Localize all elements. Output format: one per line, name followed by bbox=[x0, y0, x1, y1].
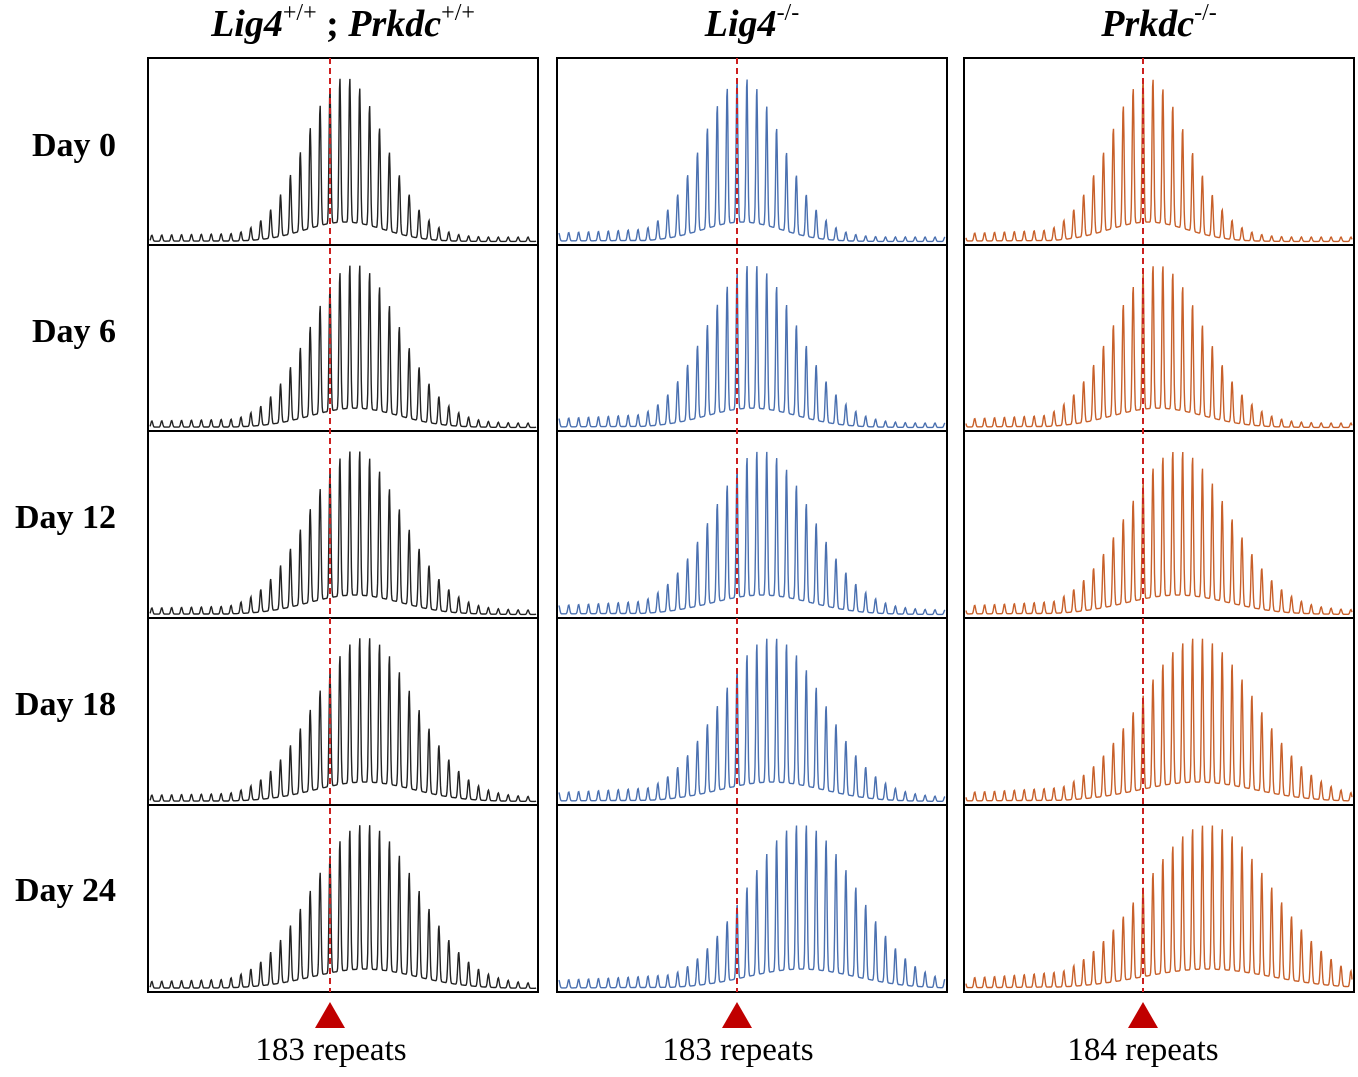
trace-1-3 bbox=[558, 638, 946, 802]
trace-0-0 bbox=[149, 78, 537, 243]
reference-label-wildtype: 183 repeats bbox=[255, 1032, 407, 1068]
panel-frame-1-4 bbox=[556, 804, 948, 993]
trace-2-1 bbox=[965, 266, 1353, 429]
column-title-separator: ; bbox=[316, 3, 349, 45]
trace-1-2 bbox=[558, 451, 946, 616]
trace-2-0 bbox=[965, 79, 1353, 243]
panel-frame-1-3 bbox=[556, 617, 948, 806]
panel-frame-1-0 bbox=[556, 57, 948, 246]
panel-frame-1-1 bbox=[556, 244, 948, 432]
trace-1-4 bbox=[558, 825, 946, 989]
reference-label-prkdc: 184 repeats bbox=[1067, 1032, 1219, 1068]
panel-frame-0-4 bbox=[147, 804, 539, 993]
column-title-lig4: Lig4-/- bbox=[557, 0, 947, 46]
panel-frame-0-3 bbox=[147, 617, 539, 806]
column-title-gene1: Lig4 bbox=[211, 3, 283, 45]
trace-0-1 bbox=[149, 265, 537, 429]
column-title-sup1: -/- bbox=[1194, 0, 1217, 26]
panel-frame-2-2 bbox=[963, 430, 1355, 619]
reference-marker-0 bbox=[315, 1002, 345, 1028]
column-title-sup2: +/+ bbox=[441, 0, 475, 26]
trace-0-3 bbox=[149, 638, 537, 803]
column-title-gene1: Lig4 bbox=[704, 3, 777, 45]
trace-2-2 bbox=[965, 451, 1353, 615]
row-label-day6: Day 6 bbox=[31, 313, 116, 350]
panel-frame-0-0 bbox=[147, 57, 539, 246]
row-label-day24: Day 24 bbox=[14, 872, 116, 909]
panel-frame-0-2 bbox=[147, 430, 539, 619]
reference-marker-1 bbox=[722, 1002, 752, 1028]
row-label-day12: Day 12 bbox=[14, 499, 116, 536]
column-title-wildtype: Lig4+/+ ; Prkdc+/+ bbox=[148, 0, 538, 46]
column-title-gene2: Prkdc bbox=[348, 3, 442, 45]
trace-1-1 bbox=[558, 266, 946, 429]
trace-2-3 bbox=[965, 638, 1353, 802]
reference-label-lig4: 183 repeats bbox=[662, 1032, 814, 1068]
column-title-gene1: Prkdc bbox=[1101, 3, 1195, 45]
panel-frame-2-1 bbox=[963, 244, 1355, 432]
row-label-day18: Day 18 bbox=[14, 686, 116, 723]
column-title-prkdc: Prkdc-/- bbox=[964, 0, 1354, 46]
column-title-sup1: +/+ bbox=[282, 0, 317, 26]
panel-frame-1-2 bbox=[556, 430, 948, 619]
row-label-day0: Day 0 bbox=[31, 127, 116, 164]
panel-frame-0-1 bbox=[147, 244, 539, 432]
reference-marker-2 bbox=[1128, 1002, 1158, 1028]
trace-2-4 bbox=[965, 825, 1353, 989]
panel-frame-2-0 bbox=[963, 57, 1355, 246]
trace-0-4 bbox=[149, 825, 537, 989]
trace-1-0 bbox=[558, 79, 946, 243]
column-title-sup1: -/- bbox=[776, 0, 800, 26]
panel-frame-2-4 bbox=[963, 804, 1355, 993]
panel-frame-2-3 bbox=[963, 617, 1355, 806]
trace-0-2 bbox=[149, 451, 537, 616]
